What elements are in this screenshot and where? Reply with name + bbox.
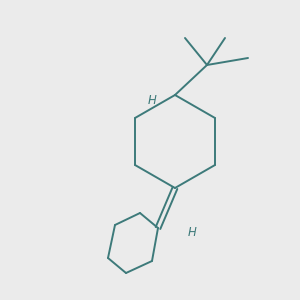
Text: H: H xyxy=(188,226,196,238)
Text: H: H xyxy=(148,94,156,106)
